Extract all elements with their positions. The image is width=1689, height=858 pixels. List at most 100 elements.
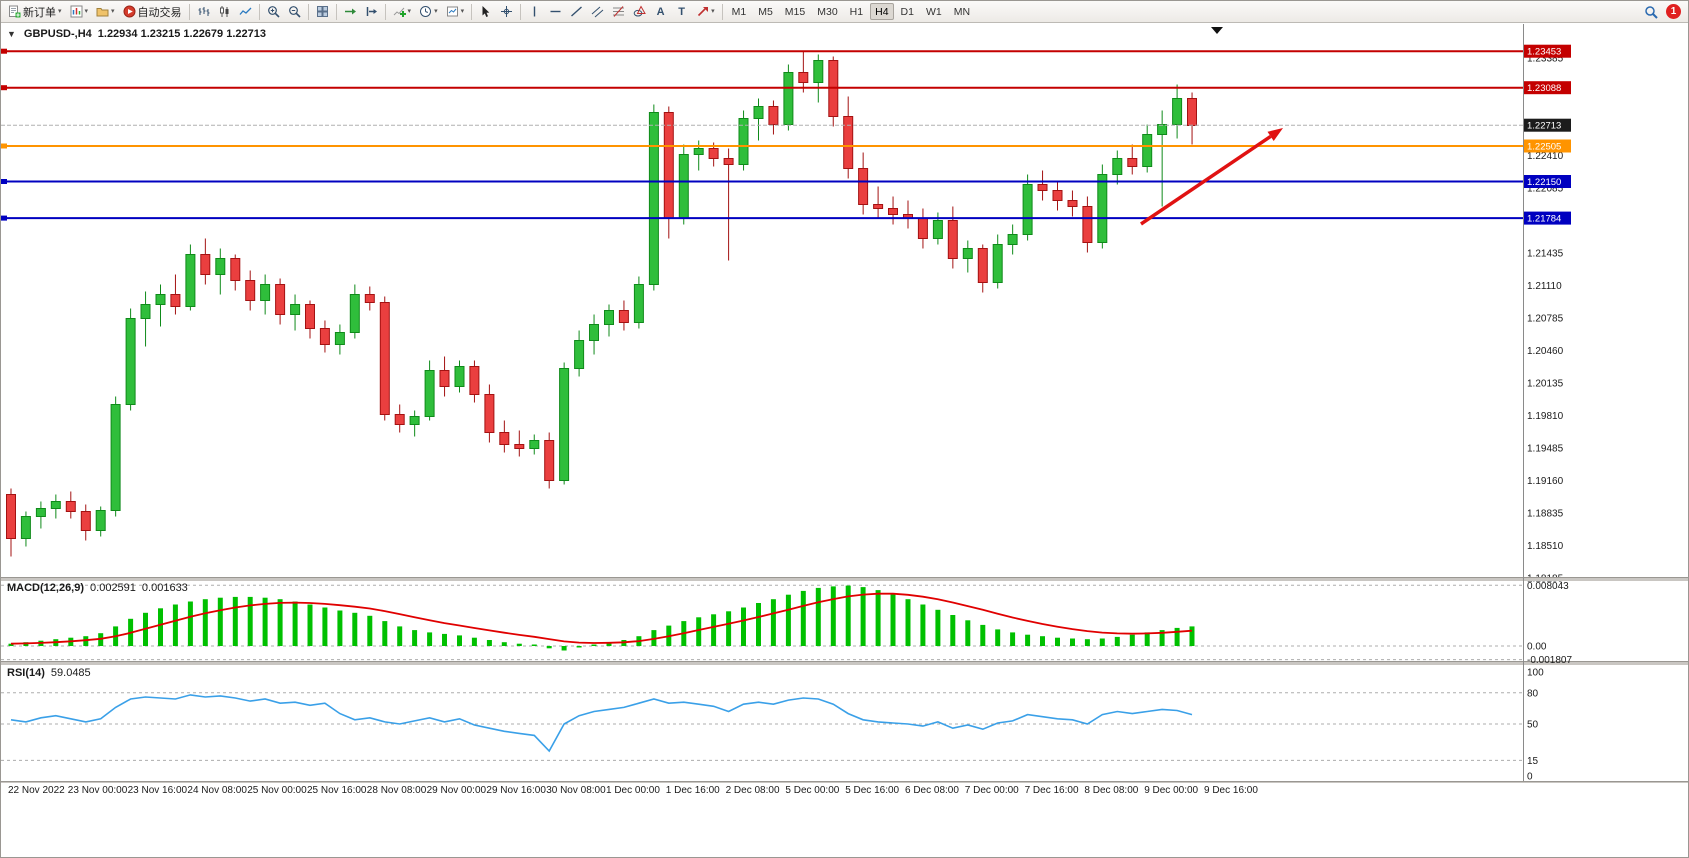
rsi-axis-label: 100: [1527, 668, 1544, 679]
fibonacci-button[interactable]: [608, 2, 629, 21]
new-order-icon: [9, 5, 21, 18]
candle-body: [693, 148, 704, 155]
macd-histogram-bar: [1070, 638, 1075, 646]
candle-body: [499, 432, 510, 445]
profiles-button[interactable]: ▾: [92, 2, 119, 21]
candle-body: [65, 501, 76, 512]
horizontal-line-button[interactable]: [545, 2, 566, 21]
zoom-out-button[interactable]: [284, 2, 305, 21]
candle-body: [589, 324, 599, 341]
candle-body: [110, 404, 121, 511]
candle-body: [888, 208, 898, 215]
pivot-line-orange-badge-text: 1.22505: [1527, 142, 1561, 153]
macd-histogram-bar: [412, 630, 418, 646]
channel-button[interactable]: [587, 2, 608, 21]
candle-body: [962, 248, 973, 259]
toolbar-separator: [335, 3, 337, 20]
macd-histogram-bar: [591, 644, 597, 646]
chart-shift-button[interactable]: [361, 2, 382, 21]
candle-body: [1187, 98, 1197, 126]
auto-trading-button[interactable]: 自动交易: [119, 2, 186, 21]
periods-button[interactable]: ▾: [415, 2, 442, 21]
candle-body: [992, 244, 1003, 283]
candle-body: [349, 294, 360, 333]
macd-histogram-bar: [307, 604, 313, 646]
arrows-button[interactable]: ▾: [692, 2, 719, 21]
macd-histogram-bar: [1114, 636, 1120, 646]
macd-histogram-bar: [531, 644, 537, 646]
collapse-icon[interactable]: ▼: [7, 29, 16, 39]
crosshair-button[interactable]: [496, 2, 517, 21]
zoom-in-button[interactable]: [263, 2, 284, 21]
resistance-line-lower-anchor[interactable]: [1, 85, 7, 91]
candle-body: [1067, 200, 1078, 207]
candle-body: [723, 158, 734, 165]
rsi-axis-label: 0: [1527, 772, 1533, 783]
support-line-lower-anchor[interactable]: [1, 215, 7, 221]
timeframe-m1-button[interactable]: M1: [731, 5, 747, 18]
timeframe-h4-button[interactable]: H4: [870, 3, 894, 20]
timeframe-m15-button[interactable]: M15: [784, 5, 806, 18]
candle-body: [783, 72, 794, 125]
candle-body: [1022, 184, 1033, 235]
new-chart-button[interactable]: ▾: [66, 2, 93, 21]
support-line-upper-anchor[interactable]: [1, 179, 7, 184]
clock-icon: [420, 6, 432, 17]
candle-body: [215, 258, 226, 275]
templates-button[interactable]: ▾: [442, 2, 469, 21]
pane-splitter[interactable]: [1, 577, 1689, 581]
trendline-icon: [571, 6, 583, 17]
trend-arrow[interactable]: [1140, 134, 1272, 226]
time-axis-label: 22 Nov 2022: [8, 785, 65, 796]
candle-body: [95, 510, 106, 531]
pivot-line-orange-anchor[interactable]: [1, 143, 7, 149]
time-axis-label: 25 Nov 16:00: [307, 785, 367, 796]
text-label-button[interactable]: T: [671, 2, 692, 21]
timeframe-w1-button[interactable]: W1: [925, 5, 942, 18]
tile-windows-button[interactable]: [312, 2, 333, 21]
macd-histogram-bar: [815, 587, 821, 646]
chart-shift-marker[interactable]: [1211, 27, 1223, 34]
pivot-line-orange-badge: [1524, 139, 1571, 153]
cursor-button[interactable]: [475, 2, 496, 21]
macd-histogram-bar: [741, 607, 746, 646]
trend-arrow-head[interactable]: [1267, 128, 1284, 141]
pane-splitter[interactable]: [1, 661, 1689, 665]
candle-body: [140, 304, 151, 319]
candle-body: [319, 328, 330, 345]
vertical-line-button[interactable]: [524, 2, 545, 21]
macd-histogram-bar: [292, 601, 298, 646]
candlestick-chart-icon: [219, 6, 229, 17]
timeframe-h1-button[interactable]: H1: [849, 5, 864, 18]
timeframe-m5-button[interactable]: M5: [758, 5, 773, 18]
resistance-line-upper-anchor[interactable]: [1, 48, 7, 54]
macd-histogram-bar: [232, 596, 238, 646]
macd-histogram-bar: [726, 611, 732, 646]
text-button[interactable]: A: [650, 2, 671, 21]
line-chart-type-button[interactable]: [235, 2, 256, 21]
candlestick-chart-type-button[interactable]: [214, 2, 235, 21]
bars-chart-type-button[interactable]: [193, 2, 214, 21]
trendline-button[interactable]: [566, 2, 587, 21]
notification-badge[interactable]: 1: [1666, 4, 1681, 19]
templates-icon: [446, 6, 458, 17]
time-axis-label: 1 Dec 00:00: [606, 785, 660, 796]
time-axis-label: 23 Nov 00:00: [68, 785, 128, 796]
timeframe-d1-button[interactable]: D1: [900, 5, 914, 18]
new-order-button[interactable]: 新订单 ▾: [4, 2, 66, 21]
timeframe-mn-button[interactable]: MN: [953, 5, 971, 18]
rsi-value: 59.0485: [50, 667, 91, 679]
candle-body: [843, 116, 854, 169]
macd-histogram-bar: [277, 599, 283, 646]
search-button[interactable]: [1640, 2, 1662, 21]
candle-body: [529, 440, 540, 449]
timeframe-m30-button[interactable]: M30: [817, 5, 838, 18]
macd-histogram-bar: [1129, 634, 1135, 646]
macd-histogram-bar: [696, 617, 702, 646]
chart-canvas[interactable]: 1.233851.230601.227351.224101.220851.217…: [1, 24, 1689, 858]
auto-scroll-button[interactable]: [340, 2, 361, 21]
candle-body: [125, 318, 136, 405]
shapes-button[interactable]: [629, 2, 650, 21]
macd-histogram-bar: [1174, 627, 1180, 646]
indicators-button[interactable]: ▾: [389, 2, 416, 21]
